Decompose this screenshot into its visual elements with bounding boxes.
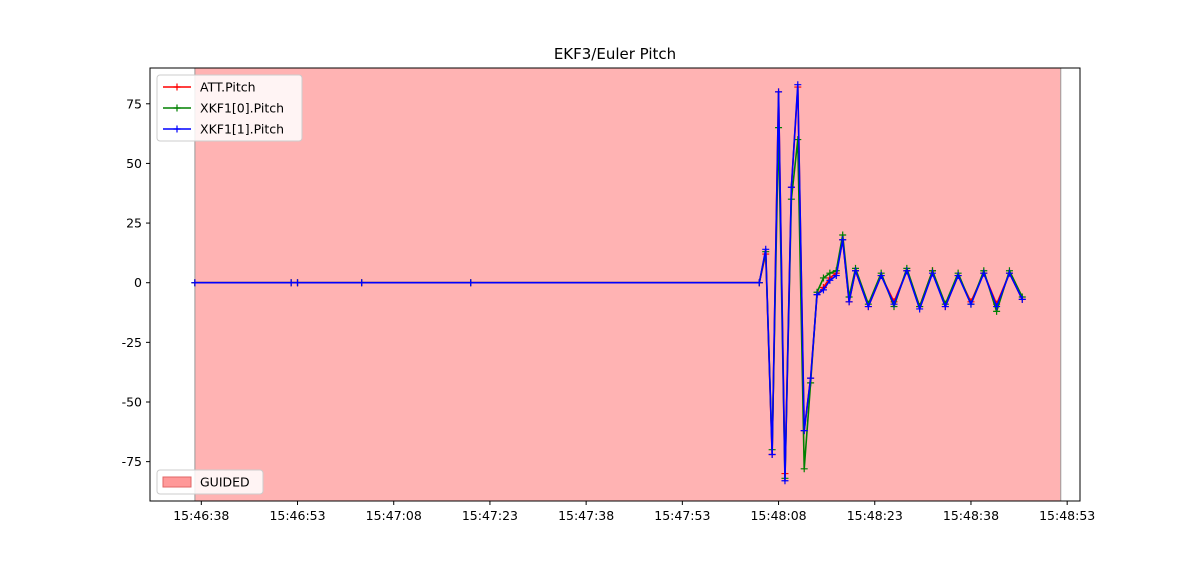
data-point	[191, 279, 199, 287]
data-point	[800, 465, 808, 473]
y-tick-label: 0	[134, 275, 142, 290]
data-point	[845, 298, 853, 306]
data-point	[839, 236, 847, 244]
data-point	[775, 88, 783, 96]
series-line	[194, 83, 1023, 482]
data-point	[852, 267, 860, 275]
series-xkf1-1-pitch	[191, 81, 1026, 485]
data-point	[467, 279, 475, 287]
data-point	[980, 269, 988, 277]
data-point	[916, 305, 924, 313]
legend-label: ATT.Pitch	[200, 80, 256, 95]
data-point	[864, 303, 872, 311]
legend-label: XKF1[0].Pitch	[200, 101, 284, 116]
data-point	[903, 267, 911, 275]
data-point	[794, 81, 802, 89]
chart-title: EKF3/Euler Pitch	[554, 45, 676, 63]
data-point	[954, 272, 962, 280]
data-point	[1018, 295, 1026, 303]
data-point	[755, 279, 763, 287]
legend-box	[156, 74, 303, 142]
data-point	[807, 374, 815, 382]
y-axis-ticks: 75 50 25 0 -25 -50 -75	[122, 96, 150, 469]
x-tick-label: 15:46:53	[269, 508, 325, 523]
data-point	[941, 303, 949, 311]
y-tick-label: 50	[126, 156, 142, 171]
data-point	[794, 136, 802, 144]
y-tick-label: 25	[126, 216, 142, 231]
data-point	[877, 272, 885, 280]
legend-marker	[173, 83, 181, 91]
y-tick-label: 75	[126, 96, 142, 111]
mode-regions	[194, 67, 1062, 502]
data-point	[890, 300, 898, 308]
data-point	[967, 300, 975, 308]
data-point	[826, 269, 834, 277]
data-point	[993, 303, 1001, 311]
plot-frame	[149, 67, 1081, 502]
mode-legend: GUIDED	[156, 469, 264, 495]
mode-region-guided	[194, 67, 1062, 502]
x-tick-label: 15:48:38	[943, 508, 999, 523]
x-axis-ticks: 15:46:38 15:46:53 15:47:08 15:47:23 15:47:38…	[173, 501, 1095, 523]
legend-marker	[173, 125, 181, 133]
x-tick-label: 15:48:53	[1039, 508, 1095, 523]
legend-label: XKF1[1].Pitch	[200, 122, 284, 137]
x-tick-label: 15:48:08	[750, 508, 806, 523]
data-point	[813, 291, 821, 299]
data-point	[832, 272, 840, 280]
data-point	[762, 245, 770, 253]
data-point	[787, 183, 795, 191]
mode-legend-box	[156, 469, 264, 495]
data-point	[294, 279, 302, 287]
mode-legend-label: GUIDED	[200, 475, 250, 490]
data-point	[928, 269, 936, 277]
data-point	[1005, 269, 1013, 277]
y-tick-label: -50	[122, 394, 142, 409]
data-point	[287, 279, 295, 287]
y-tick-label: -75	[122, 454, 142, 469]
mode-legend-swatch	[162, 476, 192, 488]
data-point	[358, 279, 366, 287]
x-tick-label: 15:47:38	[558, 508, 614, 523]
data-point	[826, 276, 834, 284]
series-legend: ATT.Pitch XKF1[0].Pitch XKF1[1].Pitch	[156, 74, 303, 142]
y-tick-label: -25	[122, 335, 142, 350]
data-point	[819, 274, 827, 282]
data-point	[819, 286, 827, 294]
legend-marker	[173, 104, 181, 112]
data-point	[768, 450, 776, 458]
x-tick-label: 15:48:23	[847, 508, 903, 523]
data-point	[800, 427, 808, 435]
x-tick-label: 15:46:38	[173, 508, 229, 523]
x-tick-label: 15:47:53	[654, 508, 710, 523]
series-layer	[191, 81, 1026, 485]
x-tick-label: 15:47:23	[462, 508, 518, 523]
x-tick-label: 15:47:08	[366, 508, 422, 523]
data-point	[781, 477, 789, 485]
